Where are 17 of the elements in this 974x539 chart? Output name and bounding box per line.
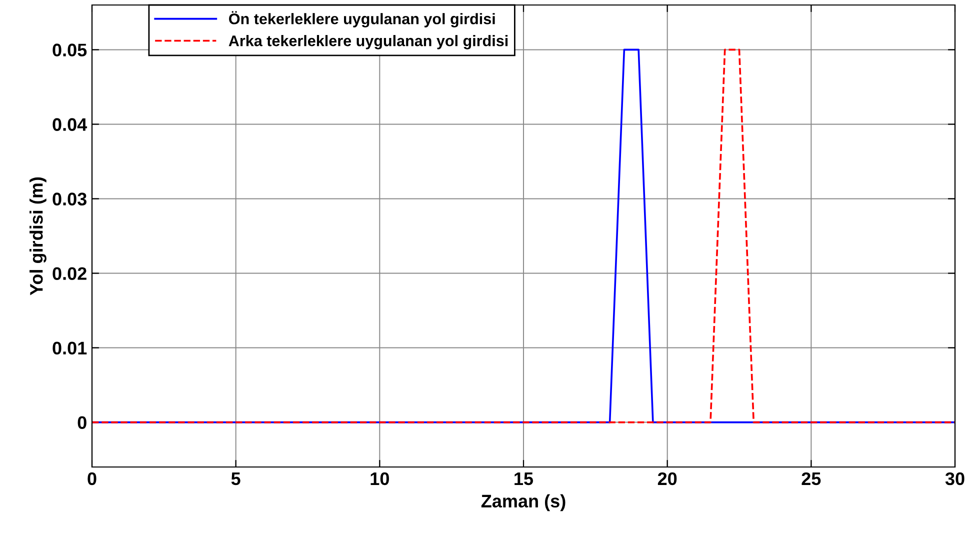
x-tick-label: 30 <box>945 472 964 486</box>
x-tick-label: 25 <box>802 472 821 486</box>
y-tick-label: 0.02 <box>52 267 86 280</box>
legend-label: Ön tekerleklere uygulanan yol girdisi <box>229 11 495 28</box>
x-tick-label: 5 <box>231 472 240 486</box>
x-tick-label: 10 <box>370 472 389 486</box>
y-tick-label: 0.04 <box>52 118 88 131</box>
y-tick-label: 0.01 <box>52 342 87 354</box>
y-tick-label: 0 <box>78 416 86 430</box>
y-axis-title: Yol girdisi (m) <box>30 177 46 296</box>
y-tick-label: 0.03 <box>52 192 86 206</box>
x-tick-label: 20 <box>658 472 677 486</box>
x-tick-label: 0 <box>88 472 96 486</box>
y-tick-label: 0.05 <box>52 44 87 56</box>
legend-label: Arka tekerleklere uygulanan yol girdisi <box>228 35 508 50</box>
x-axis-title: Zaman (s) <box>481 494 566 512</box>
x-tick-label: 15 <box>514 472 534 486</box>
